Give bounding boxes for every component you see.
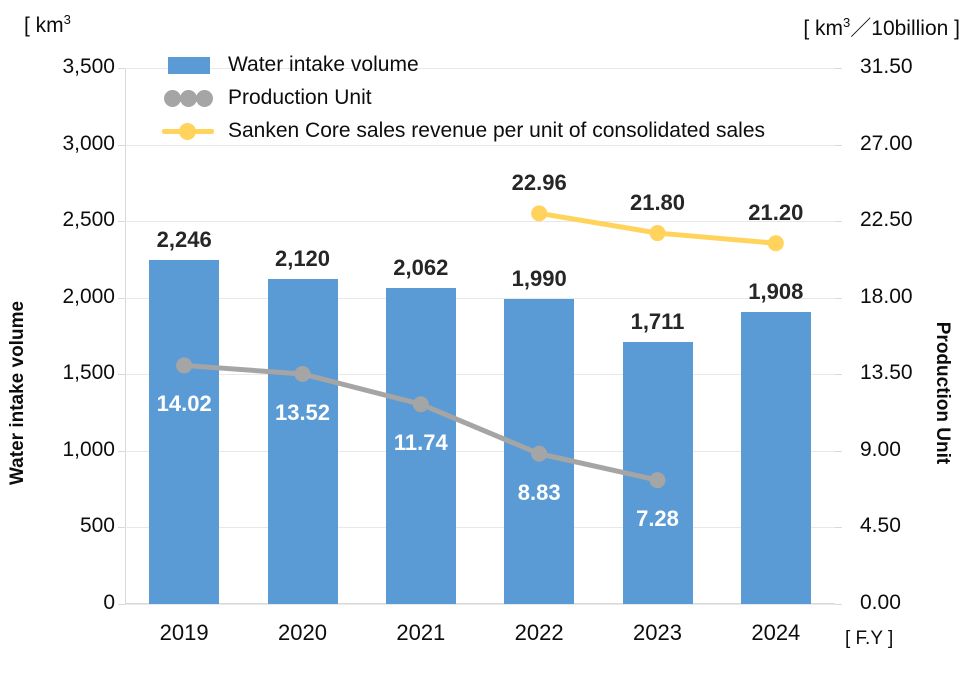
bar-swatch-icon: [160, 54, 216, 76]
gridline: [125, 297, 835, 299]
legend-item-sanken-core-sales-revenue[interactable]: Sanken Core sales revenue per unit of co…: [160, 114, 765, 147]
y-axis-right-tick-label: 9.00: [860, 437, 901, 461]
x-axis-tick-label: 2021: [396, 620, 446, 645]
y-axis-left-tick-label: 0: [103, 591, 115, 614]
bar[interactable]: [740, 311, 811, 604]
sales-revenue-value-label: 21.80: [629, 190, 686, 216]
y-axis-right-tick-label: 18.00: [860, 284, 913, 308]
y-axis-line: [125, 68, 126, 604]
y-axis-right-tick-mark: [835, 604, 842, 605]
y-axis-right-tick-label: 13.50: [860, 361, 913, 385]
gridline: [125, 604, 835, 605]
x-axis-line: [125, 603, 835, 604]
bar[interactable]: [267, 279, 338, 604]
y-axis-left-tick-mark: [118, 221, 125, 223]
legend-item-production-unit[interactable]: Production Unit: [160, 81, 765, 114]
y-axis-left-tick-mark: [118, 68, 125, 69]
legend-label: Water intake volume: [228, 52, 419, 76]
y-axis-right-tick-mark: [835, 297, 842, 299]
production-unit-value-label: 11.74: [393, 430, 448, 456]
legend-item-water-intake-volume[interactable]: Water intake volume: [160, 48, 765, 81]
gridline: [125, 374, 835, 376]
chart-legend: Water intake volume Production Unit Sank…: [160, 48, 765, 147]
x-axis-tick-label: 2023: [633, 620, 682, 645]
y-axis-right-tick-label: 27.00: [860, 131, 913, 155]
y-axis-right-tick-label: 31.50: [860, 55, 913, 78]
left-axis-unit-label: [ km3: [24, 12, 71, 37]
bar-value-label: 1,990: [511, 266, 567, 292]
y-axis-right-tick-label: 4.50: [860, 514, 901, 538]
y-axis-right-tick-mark: [835, 374, 842, 376]
x-axis-unit-label: [ F.Y ]: [845, 628, 894, 649]
bar-value-label: 2,246: [156, 227, 212, 253]
bar[interactable]: [504, 299, 575, 604]
x-axis-tick-label: 2024: [751, 620, 801, 645]
line-dot-marker-icon: [160, 120, 216, 142]
gridline: [125, 527, 835, 529]
y-axis-left-tick-label: 1,500: [62, 361, 115, 385]
y-axis-left-tick-mark: [118, 450, 125, 452]
right-axis-title: Production Unit: [932, 321, 953, 465]
x-axis-tick-label: 2019: [159, 620, 209, 645]
y-axis-left-tick-label: 1,000: [62, 437, 115, 461]
y-axis-right-tick-label: 22.50: [860, 208, 913, 232]
y-axis-left-tick-mark: [118, 144, 125, 146]
y-axis-right-tick-label: 0.00: [860, 591, 901, 614]
right-axis-unit-label: [ km3／10billion ]: [803, 15, 960, 40]
y-axis-left-tick-label: 2,000: [62, 284, 115, 308]
gridline: [125, 68, 835, 69]
y-axis-left-tick-mark: [118, 297, 125, 299]
production-unit-value-label: 13.52: [274, 399, 331, 425]
y-axis-left-tick-mark: [118, 527, 125, 529]
left-axis-title: Water intake volume: [7, 300, 28, 486]
y-axis-left-tick-mark: [118, 374, 125, 376]
y-axis-left-tick-label: 2,500: [62, 208, 115, 232]
bar-value-label: 2,062: [393, 255, 449, 281]
bar[interactable]: [622, 341, 693, 604]
gridline: [125, 221, 835, 223]
y-axis-left-tick-label: 3,500: [62, 55, 115, 78]
bar-value-label: 2,120: [274, 246, 331, 272]
bar[interactable]: [149, 260, 220, 604]
bar-value-label: 1,908: [748, 278, 804, 304]
legend-label: Sanken Core sales revenue per unit of co…: [228, 118, 765, 142]
production-unit-value-label: 8.83: [517, 479, 561, 505]
y-axis-left-tick-label: 3,000: [62, 131, 115, 155]
sales-revenue-value-label: 21.20: [748, 200, 804, 226]
sales-revenue-value-label: 22.96: [511, 170, 567, 196]
y-axis-right-tick-mark: [835, 144, 842, 146]
bar-value-label: 1,711: [630, 308, 685, 334]
x-axis-tick-label: 2020: [278, 620, 327, 645]
production-unit-value-label: 14.02: [156, 391, 212, 417]
production-unit-value-label: 7.28: [636, 506, 679, 532]
y-axis-right-tick-mark: [835, 527, 842, 529]
plot-area: [125, 68, 835, 605]
y-axis-right-tick-mark: [835, 221, 842, 223]
x-axis-tick-label: 2022: [514, 620, 564, 645]
gridline: [125, 144, 835, 146]
y-axis-right-tick-mark: [835, 68, 842, 69]
y-axis-right-tick-mark: [835, 450, 842, 452]
legend-label: Production Unit: [228, 85, 372, 109]
y-axis-left-tick-mark: [118, 604, 125, 605]
dots-marker-icon: [160, 87, 216, 109]
y-axis-left-tick-label: 500: [79, 514, 115, 538]
